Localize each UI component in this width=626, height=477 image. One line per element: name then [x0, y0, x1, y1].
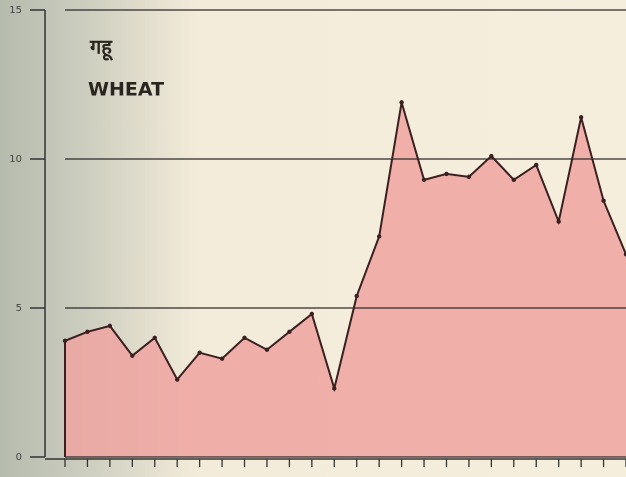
point — [264, 347, 270, 352]
point — [601, 198, 606, 203]
chart-subtitle: WHEAT — [88, 79, 164, 101]
y-tick-label: 15 — [9, 5, 22, 16]
point — [62, 338, 68, 343]
point — [287, 329, 292, 335]
point — [444, 171, 449, 177]
chart-title: गहू — [89, 35, 113, 62]
area — [65, 102, 626, 457]
point — [332, 386, 337, 391]
point — [556, 219, 561, 224]
point — [219, 356, 225, 361]
point — [511, 177, 516, 183]
point — [534, 162, 539, 168]
point — [175, 377, 180, 382]
y-tick-label: 0 — [16, 452, 22, 463]
point — [376, 234, 382, 239]
y-tick-label: 10 — [9, 154, 22, 165]
y-tick-label: 5 — [16, 303, 22, 314]
point — [578, 115, 584, 120]
point — [152, 335, 157, 340]
line — [64, 102, 626, 393]
point — [242, 335, 247, 340]
point — [489, 153, 494, 159]
point — [399, 100, 404, 105]
point — [130, 353, 135, 358]
point — [85, 329, 90, 335]
point — [309, 311, 315, 317]
point — [466, 174, 472, 180]
point — [623, 252, 626, 257]
point — [421, 177, 427, 183]
point — [354, 293, 359, 299]
point — [107, 323, 113, 329]
point — [197, 350, 202, 355]
